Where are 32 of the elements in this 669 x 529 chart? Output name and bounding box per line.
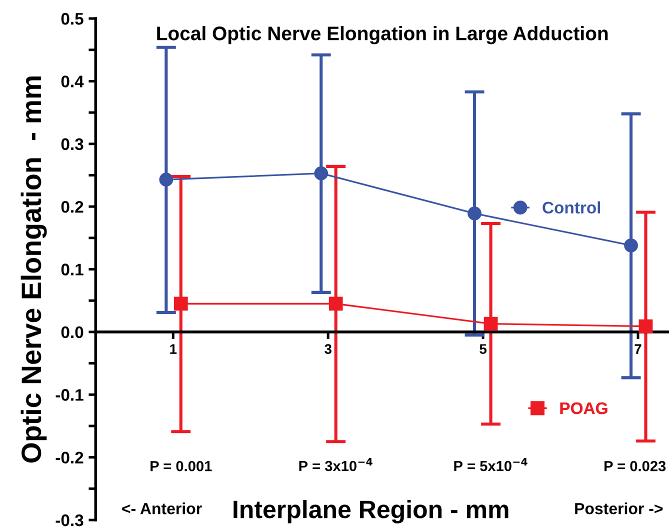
point	[484, 316, 498, 331]
y-tick-label: 0.4	[61, 76, 84, 88]
point	[174, 296, 188, 311]
y-tick-label: 0.1	[61, 264, 84, 276]
y-tick-label: 0.0	[61, 326, 84, 338]
point	[314, 166, 328, 180]
x-tick-label: 3	[324, 344, 332, 354]
point	[624, 238, 638, 252]
chart-title: Local Optic Nerve Elongation in Large Adduction	[157, 26, 608, 44]
y-axis-title: Optic Nerve Elongation - mm	[20, 76, 47, 463]
y-tick-label: -0.3	[56, 514, 84, 526]
point	[159, 172, 174, 187]
x-axis-title: Interplane Region - mm	[234, 500, 508, 524]
annotation: P = 0.001	[150, 460, 212, 472]
y-tick-label: 0.5	[61, 12, 84, 25]
point	[328, 296, 343, 311]
legend-label: Control	[542, 201, 600, 214]
x-tick-label: 1	[170, 344, 177, 354]
y-tick-label: 0.2	[61, 200, 84, 213]
annotation: Posterior ->	[575, 502, 663, 514]
point	[638, 319, 653, 334]
x-tick-label: 7	[634, 344, 642, 354]
legend-label: POAG	[560, 402, 608, 414]
annotation: P = 3x10$^{−4}$	[299, 458, 372, 472]
x-tick-label: 5	[480, 344, 487, 354]
annotation: <- Anterior	[122, 502, 202, 514]
annotation: P = 5x10$^{−4}$	[454, 458, 528, 472]
y-tick-label: -0.2	[56, 452, 84, 464]
y-tick-label: 0.3	[61, 138, 84, 150]
y-tick-label: -0.1	[56, 389, 84, 401]
annotation: P = 0.023	[604, 460, 666, 472]
point	[468, 206, 482, 220]
